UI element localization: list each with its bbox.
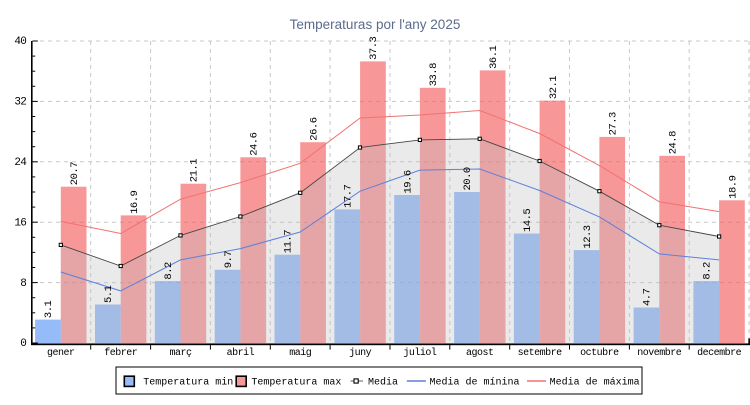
svg-text:24: 24 — [14, 157, 27, 169]
svg-text:juny: juny — [349, 347, 372, 359]
svg-text:febrer: febrer — [104, 347, 138, 359]
svg-text:Temperatura max: Temperatura max — [251, 378, 341, 389]
svg-text:37.3: 37.3 — [368, 36, 380, 59]
svg-text:4.7: 4.7 — [642, 288, 654, 306]
svg-text:32: 32 — [14, 97, 26, 109]
svg-text:40: 40 — [14, 36, 26, 48]
svg-text:maig: maig — [289, 347, 312, 359]
svg-text:16: 16 — [14, 217, 26, 229]
svg-text:decembre: decembre — [697, 347, 742, 359]
svg-text:Media: Media — [368, 377, 398, 389]
svg-text:16.9: 16.9 — [129, 190, 141, 213]
svg-text:26.6: 26.6 — [308, 117, 320, 140]
svg-text:5.1: 5.1 — [103, 285, 115, 303]
svg-text:8: 8 — [20, 278, 26, 290]
svg-text:11.7: 11.7 — [283, 230, 295, 253]
svg-text:3.1: 3.1 — [43, 300, 55, 318]
svg-text:Media de mínina: Media de mínina — [430, 377, 520, 389]
svg-text:36.1: 36.1 — [488, 45, 500, 68]
svg-text:octubre: octubre — [580, 347, 619, 359]
svg-text:32.1: 32.1 — [548, 76, 560, 99]
svg-text:abril: abril — [227, 347, 255, 359]
svg-text:juliol: juliol — [403, 347, 437, 359]
svg-text:12.3: 12.3 — [582, 225, 594, 248]
svg-text:27.3: 27.3 — [608, 112, 620, 135]
svg-text:14.5: 14.5 — [522, 209, 534, 232]
svg-text:8.2: 8.2 — [163, 262, 175, 280]
svg-text:8.2: 8.2 — [702, 262, 714, 280]
svg-text:24.8: 24.8 — [667, 131, 679, 154]
svg-text:17.7: 17.7 — [343, 184, 355, 207]
svg-text:gener: gener — [47, 348, 75, 359]
svg-text:Temperaturas por l'any 2025: Temperaturas por l'any 2025 — [290, 17, 461, 32]
svg-text:agost: agost — [466, 348, 494, 359]
svg-text:20.7: 20.7 — [69, 162, 81, 185]
svg-text:0: 0 — [20, 338, 26, 350]
svg-text:Media de máxima: Media de máxima — [550, 377, 640, 389]
svg-text:18.9: 18.9 — [727, 175, 739, 198]
svg-text:setembre: setembre — [518, 347, 563, 359]
svg-text:novembre: novembre — [637, 347, 682, 359]
svg-text:9.7: 9.7 — [223, 251, 235, 269]
svg-text:21.1: 21.1 — [189, 159, 201, 182]
svg-text:març: març — [169, 348, 192, 359]
svg-text:33.8: 33.8 — [428, 63, 440, 86]
svg-text:19.6: 19.6 — [402, 170, 414, 193]
svg-text:20.0: 20.0 — [462, 167, 474, 190]
svg-text:24.6: 24.6 — [249, 132, 261, 155]
svg-text:Temperatura min: Temperatura min — [143, 377, 233, 389]
